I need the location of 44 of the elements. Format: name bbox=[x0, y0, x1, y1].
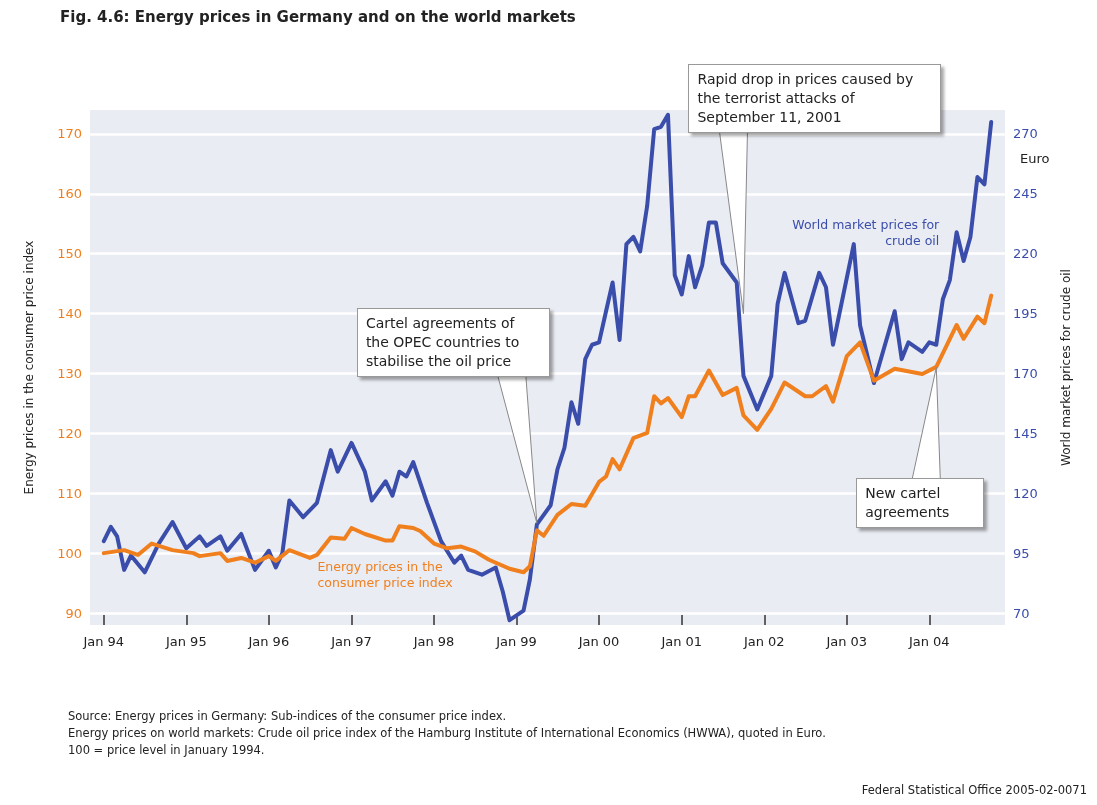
y2-tick-label: 170 bbox=[1013, 365, 1038, 381]
y-tick-label: 130 bbox=[57, 365, 82, 381]
y2-tick-label: 145 bbox=[1013, 425, 1038, 441]
y-tick-label: 110 bbox=[57, 485, 82, 501]
x-tick-label: Jan 03 bbox=[825, 634, 868, 649]
y-tick-label: 150 bbox=[57, 246, 82, 262]
y2-tick-label: 195 bbox=[1013, 306, 1038, 322]
annotation: Rapid drop in prices caused by the terrorist attacks of September 11, 2001 bbox=[688, 63, 942, 133]
series-label: World market prices for crude oil bbox=[791, 217, 940, 250]
y2-tick-label: 220 bbox=[1013, 246, 1038, 262]
x-tick-label: Jan 00 bbox=[577, 634, 620, 649]
x-tick-label: Jan 04 bbox=[907, 634, 950, 649]
y2-tick-label: 245 bbox=[1013, 186, 1038, 202]
x-tick-label: Jan 94 bbox=[82, 634, 125, 649]
text: Federal Statistical Office 2005-02-0071 bbox=[861, 782, 1087, 799]
x-tick-label: Jan 99 bbox=[495, 634, 537, 649]
y-tick-label: 100 bbox=[57, 545, 82, 561]
y-tick-label: 160 bbox=[57, 186, 82, 202]
annotation: New cartel agreements bbox=[856, 477, 985, 528]
y-tick-label: 140 bbox=[57, 306, 82, 322]
y-axis-title: Energy prices in the consumer price index bbox=[22, 240, 36, 495]
y-tick-label: 170 bbox=[57, 126, 82, 142]
y2-tick-label: 95 bbox=[1013, 545, 1030, 561]
x-tick-label: Jan 01 bbox=[660, 634, 703, 649]
line-series bbox=[101, 112, 994, 623]
text: 100 = price level in January 1994. bbox=[68, 742, 265, 759]
x-tick-label: Jan 97 bbox=[330, 634, 372, 649]
source-note: Source: Energy prices in Germany: Sub-indices of the consumer price index. bbox=[68, 708, 507, 725]
series-label: Energy prices in the consumer price index bbox=[317, 558, 454, 591]
x-tick-label: Jan 98 bbox=[412, 634, 455, 649]
line-series bbox=[101, 293, 994, 575]
chart-title: Fig. 4.6: Energy prices in Germany and on the world markets bbox=[60, 8, 576, 26]
x-tick-label: Jan 96 bbox=[247, 634, 290, 649]
annotation: Cartel agreements of the OPEC countries to stabilise the oil price bbox=[356, 308, 550, 378]
x-tick-label: Jan 02 bbox=[742, 634, 785, 649]
y-tick-label: 90 bbox=[65, 605, 82, 621]
y2-tick-label: 270 bbox=[1013, 126, 1038, 142]
y2-tick-label: 120 bbox=[1013, 485, 1038, 501]
text: Euro bbox=[1020, 149, 1050, 167]
y-tick-label: 120 bbox=[57, 425, 82, 441]
y2-tick-label: 70 bbox=[1013, 605, 1030, 621]
x-tick-label: Jan 95 bbox=[164, 634, 207, 649]
text: Energy prices on world markets: Crude oil price index of the Hamburg Institute of International Economics (HWWA), quoted in Euro. bbox=[68, 725, 826, 742]
y2-axis-title: World market prices for crude oil bbox=[1059, 269, 1073, 466]
